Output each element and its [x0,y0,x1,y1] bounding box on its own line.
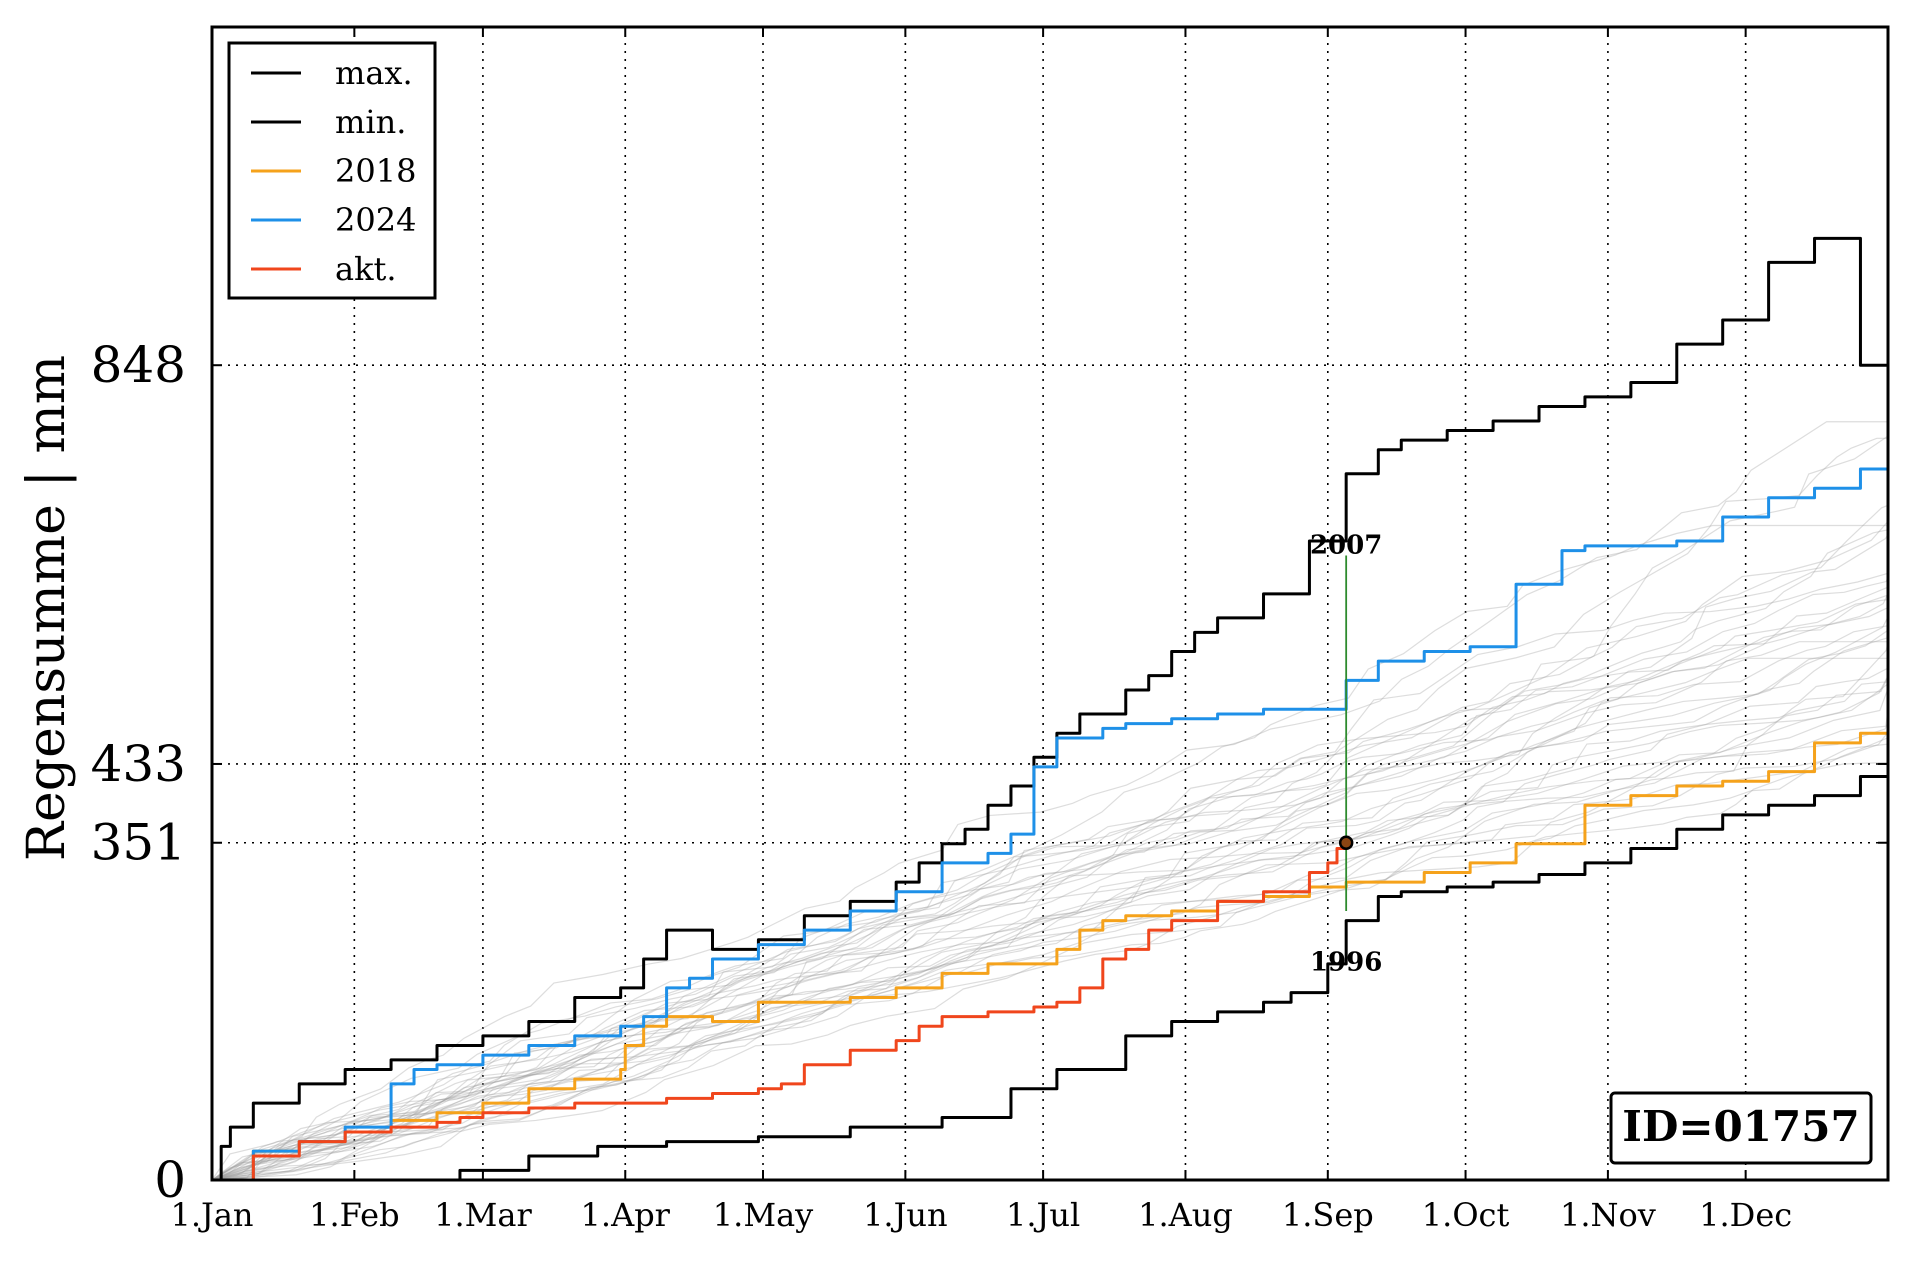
annotations: 2007 1996 [1310,530,1382,977]
background-year-line [211,676,1889,1181]
legend-label: akt. [335,250,397,288]
background-year-line [211,594,1889,1181]
background-year-line [211,642,1889,1181]
series-line-akt [212,842,1348,1182]
x-tick-label: 1.Mar [434,1196,532,1234]
background-years [211,421,1889,1181]
background-year-line [211,625,1889,1181]
background-year-line [211,681,1888,1181]
x-tick-label: 1.Jan [170,1196,253,1234]
series-line-max [212,236,1888,1182]
background-year-line [211,709,1889,1181]
series-layer [212,236,1890,1182]
x-tick-label: 1.Oct [1422,1196,1510,1234]
x-tick-label: 1.Aug [1138,1196,1233,1234]
background-year-line [211,524,1888,1181]
x-tick-label: 1.Sep [1282,1196,1374,1234]
y-tick-label: 848 [91,336,186,394]
annotation-1996: 1996 [1310,948,1382,978]
x-tick-label: 1.Dec [1699,1196,1792,1234]
background-year-line [211,641,1888,1181]
background-year-line [211,737,1889,1181]
background-year-line [211,421,1888,1181]
background-year-line [211,667,1889,1181]
legend: max. min. 2018 2024 akt. [227,41,437,300]
y-tick-label: 433 [91,735,186,793]
x-tick-label: 1.Apr [581,1196,671,1234]
background-year-line [211,435,1889,1181]
annotation-2007: 2007 [1310,530,1382,560]
background-year-line [211,504,1889,1181]
background-year-line [211,534,1889,1181]
background-year-line [211,606,1889,1181]
series-line-2024 [212,467,1888,1182]
background-year-line [211,572,1889,1181]
background-year-line [211,576,1889,1181]
x-tick-label: 1.Jun [863,1196,948,1234]
background-year-line [211,437,1888,1181]
plot-frame [210,25,1890,1182]
background-year-line [211,675,1889,1181]
axes-layer: 1.Jan 1.Feb 1.Mar 1.Apr 1.May 1.Jun 1.Jul 1.Aug… [91,25,1890,1234]
legend-label: max. [335,54,413,92]
legend-label: min. [335,103,406,141]
background-year-line [211,743,1889,1181]
y-tick-label: 351 [91,814,186,872]
background-year-line [211,616,1889,1181]
grid-layer [212,27,1888,1180]
background-year-line [211,520,1889,1181]
background-year-line [211,721,1889,1181]
x-tick-label: 1.Nov [1560,1196,1656,1234]
legend-label: 2024 [335,201,416,239]
x-tick-label: 1.Feb [309,1196,399,1234]
x-tick-label: 1.May [713,1196,813,1234]
background-year-line [211,593,1889,1181]
id-label: ID=01757 [1622,1102,1859,1151]
background-year-line [211,629,1889,1181]
background-year-line [211,598,1889,1181]
background-year-line [211,731,1889,1181]
y-axis-label: Regensumme | mm [17,355,77,861]
series-line-min [212,763,1890,1182]
background-year-line [211,586,1889,1181]
background-year-line [211,657,1888,1181]
background-year-line [211,529,1889,1181]
y-tick-label: 0 [154,1151,186,1209]
legend-label: 2018 [335,152,416,190]
current-value-marker [1338,835,1354,850]
series-line-2018 [212,718,1890,1182]
x-tick-label: 1.Jul [1006,1196,1080,1234]
id-box: ID=01757 [1609,1091,1873,1165]
